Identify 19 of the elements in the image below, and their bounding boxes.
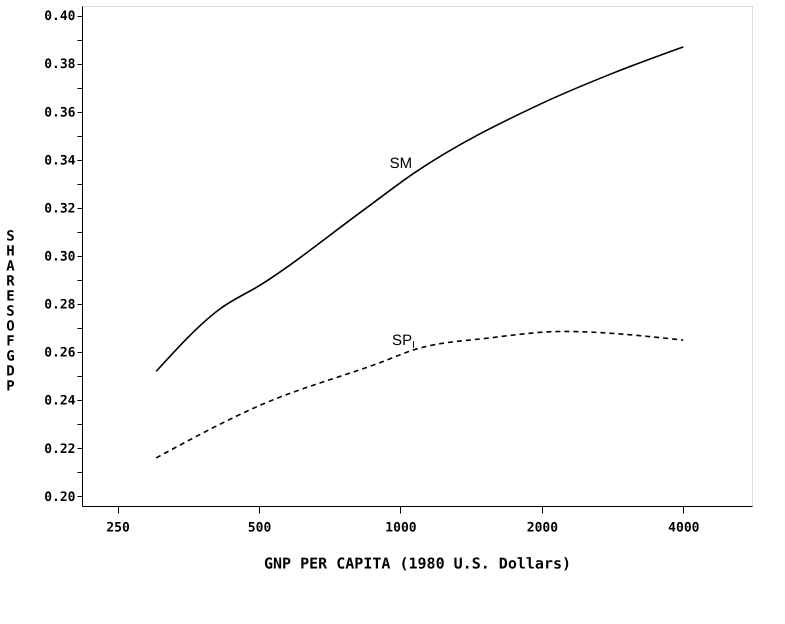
x-axis-title: GNP PER CAPITA (1980 U.S. Dollars) [264, 554, 572, 572]
y-tick-label: 0.36 [44, 105, 76, 120]
y-tick-label: 0.28 [44, 298, 76, 313]
y-tick-label: 0.20 [44, 490, 76, 505]
y-tick-label: 0.34 [44, 153, 76, 168]
x-tick-label: 500 [248, 520, 272, 536]
text: SHARES OF GDP [6, 228, 15, 394]
y-tick-label: 0.32 [44, 201, 76, 216]
x-tick-label: 2000 [526, 520, 558, 536]
x-tick-label: 250 [106, 520, 130, 536]
y-tick-label: 0.22 [44, 442, 76, 457]
y-tick-label: 0.40 [44, 9, 76, 24]
y-tick-label: 0.38 [44, 57, 76, 72]
series-label: SM [390, 155, 412, 172]
x-tick-label: 1000 [385, 520, 417, 536]
y-tick-label: 0.30 [44, 250, 76, 264]
y-tick-label: 0.24 [44, 394, 76, 409]
y-tick-label: 0.26 [44, 346, 76, 361]
x-tick-label: 4000 [668, 520, 700, 536]
